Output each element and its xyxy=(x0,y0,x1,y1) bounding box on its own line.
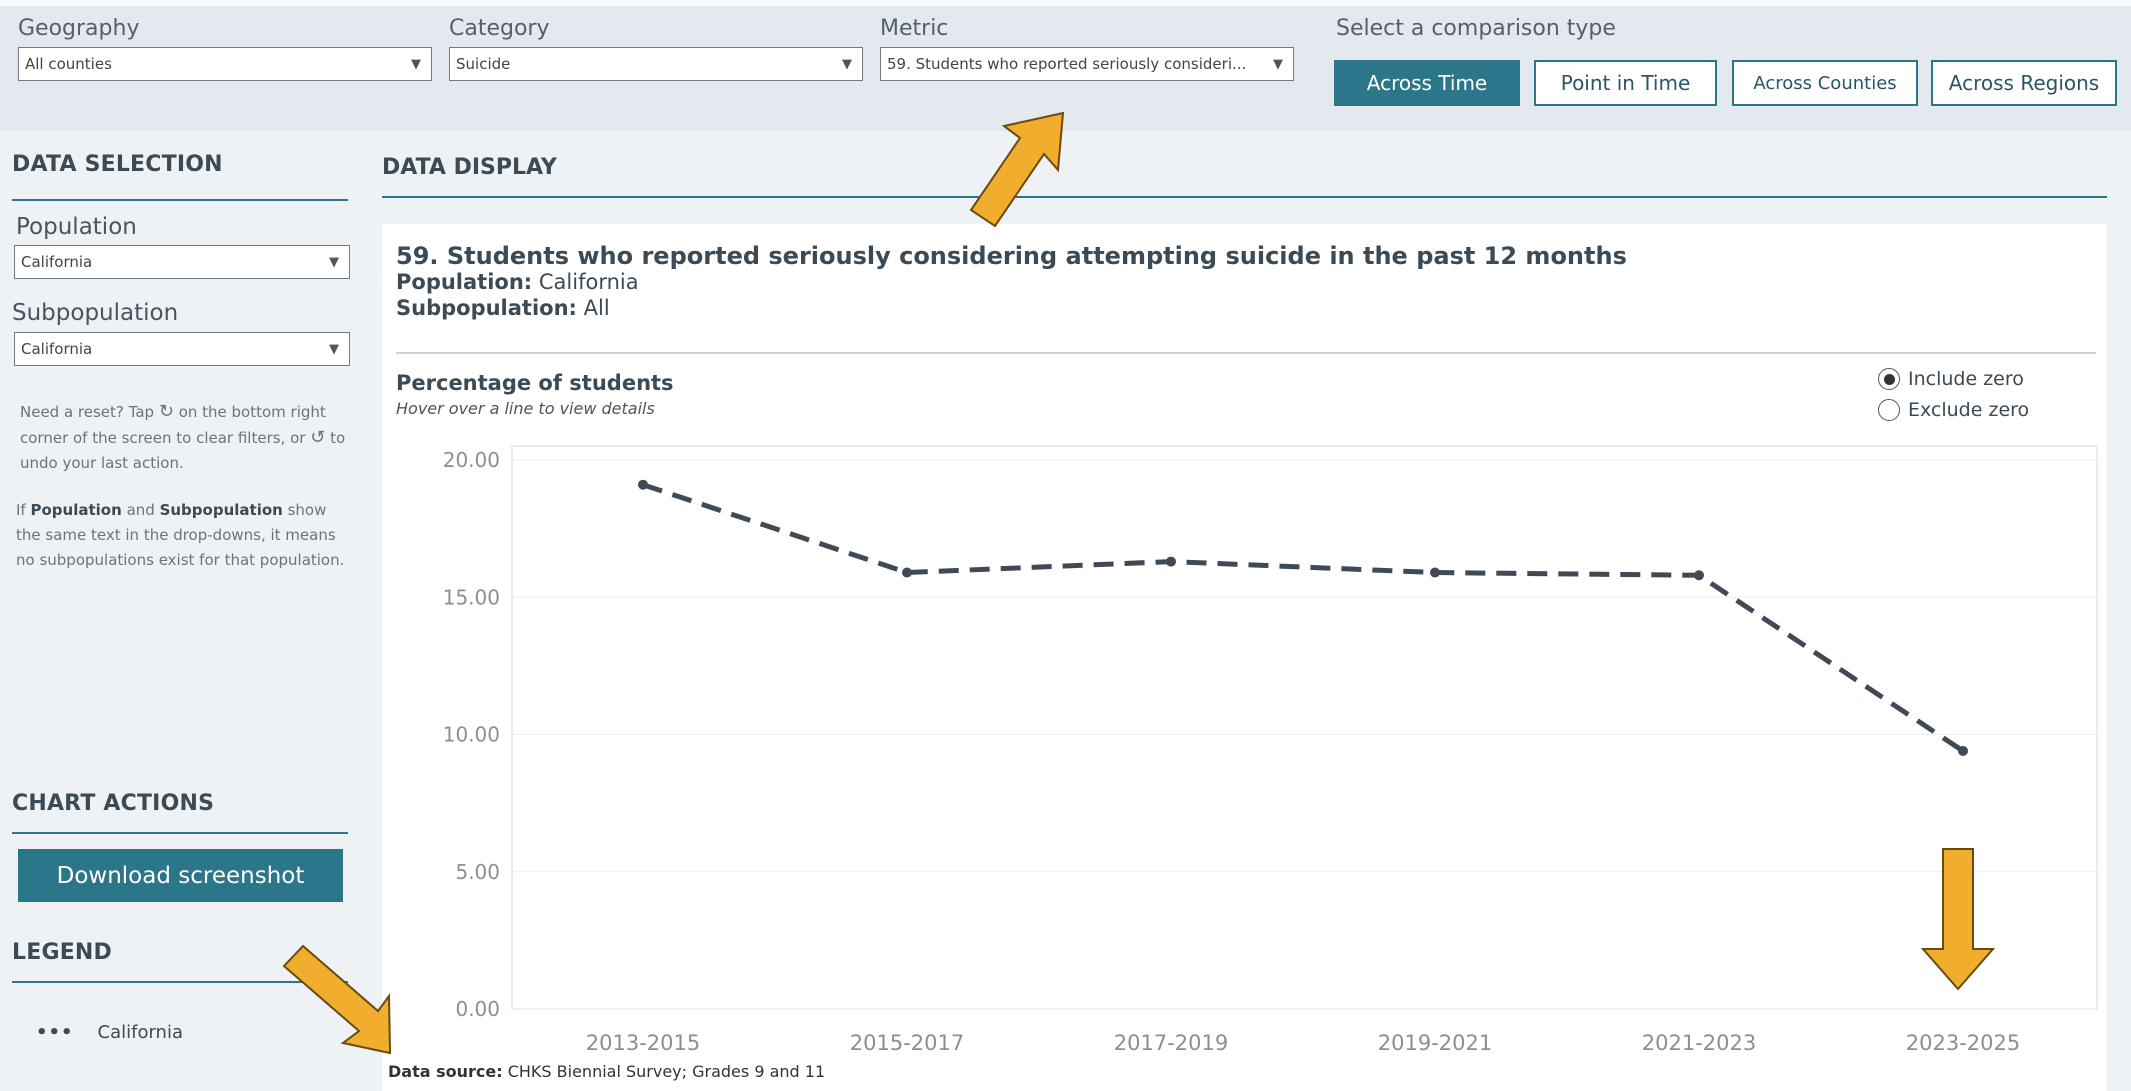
help-text: Need a reset? Tap xyxy=(20,403,155,421)
across-counties-button[interactable]: Across Counties xyxy=(1732,60,1918,106)
download-screenshot-button[interactable]: Download screenshot xyxy=(18,849,343,902)
chevron-down-icon: ▼ xyxy=(1273,56,1283,72)
geography-label: Geography xyxy=(18,16,140,41)
category-label: Category xyxy=(449,16,550,41)
meta-label: Subpopulation: xyxy=(396,296,577,320)
divider xyxy=(382,196,2107,198)
geography-dropdown[interactable]: All counties ▼ xyxy=(18,47,432,81)
help-text: If xyxy=(16,501,26,519)
help-text-bold: Population xyxy=(30,501,122,519)
subpopulation-help-text: If Population and Subpopulation show the… xyxy=(16,498,346,573)
category-value: Suicide xyxy=(456,55,511,73)
chevron-down-icon: ▼ xyxy=(329,341,339,357)
legend-label: California xyxy=(97,1022,183,1043)
help-text: and xyxy=(126,501,155,519)
meta-value: All xyxy=(583,296,610,320)
y-tick-label: 15.00 xyxy=(443,585,500,609)
x-tick-label: 2023-2025 xyxy=(1906,1031,2020,1055)
meta-value: California xyxy=(538,270,639,294)
subpopulation-value: California xyxy=(21,340,93,358)
callout-arrow-icon xyxy=(969,111,1065,228)
y-tick-label: 20.00 xyxy=(443,448,500,472)
data-point xyxy=(1166,556,1176,567)
exclude-zero-label: Exclude zero xyxy=(1908,399,2030,421)
legend-item: ••• California xyxy=(36,1022,183,1043)
data-point xyxy=(1958,745,1968,756)
chart-actions-heading: CHART ACTIONS xyxy=(12,791,215,816)
across-time-button[interactable]: Across Time xyxy=(1334,60,1520,106)
reset-icon: ↻ xyxy=(158,401,174,422)
metric-dropdown[interactable]: 59. Students who reported seriously cons… xyxy=(880,47,1294,81)
exclude-zero-radio[interactable]: Exclude zero xyxy=(1878,399,2029,421)
legend-heading: LEGEND xyxy=(12,940,113,965)
left-panel: DATA SELECTION Population California ▼ S… xyxy=(0,131,360,1091)
divider xyxy=(12,199,348,201)
data-point xyxy=(1694,570,1704,581)
population-meta: Population: California xyxy=(396,270,639,294)
plot-area xyxy=(511,445,2098,1010)
radio-unselected-icon xyxy=(1878,399,1900,421)
help-text: on the bottom right corner of the screen… xyxy=(20,403,326,447)
y-tick-label: 0.00 xyxy=(455,997,500,1021)
data-selection-heading: DATA SELECTION xyxy=(12,152,223,177)
subpopulation-label: Subpopulation xyxy=(12,300,179,326)
help-text-bold: Subpopulation xyxy=(159,501,283,519)
help-text: to undo your last action. xyxy=(20,429,346,472)
source-label: Data source: xyxy=(388,1062,503,1081)
geography-filter: Geography All counties ▼ xyxy=(18,16,432,81)
data-display-heading: DATA DISPLAY xyxy=(382,155,557,180)
radio-selected-icon xyxy=(1878,368,1900,390)
source-value: CHKS Biennial Survey; Grades 9 and 11 xyxy=(507,1062,826,1081)
category-filter: Category Suicide ▼ xyxy=(449,16,863,81)
x-tick-label: 2021-2023 xyxy=(1642,1031,1756,1055)
meta-label: Population: xyxy=(396,270,533,294)
include-zero-radio[interactable]: Include zero xyxy=(1878,368,2024,390)
data-point xyxy=(638,479,648,490)
series-line-california xyxy=(642,482,1965,754)
include-zero-label: Include zero xyxy=(1908,368,2024,390)
across-regions-button[interactable]: Across Regions xyxy=(1931,60,2117,106)
callout-arrow-icon xyxy=(282,944,392,1055)
chevron-down-icon: ▼ xyxy=(329,254,339,270)
data-point xyxy=(902,567,912,578)
population-value: California xyxy=(21,253,93,271)
subpopulation-dropdown[interactable]: California ▼ xyxy=(14,332,350,366)
legend-dashed-swatch-icon: ••• xyxy=(36,1022,74,1043)
help-text: show the same text in the drop-downs, it… xyxy=(16,501,345,569)
geography-value: All counties xyxy=(25,55,112,73)
subpopulation-meta: Subpopulation: All xyxy=(396,296,610,320)
callout-arrow-icon xyxy=(1920,848,1996,991)
metric-title: 59. Students who reported seriously cons… xyxy=(396,242,1627,270)
undo-icon: ↺ xyxy=(310,427,326,448)
data-source: Data source: CHKS Biennial Survey; Grade… xyxy=(388,1062,825,1081)
divider xyxy=(396,352,2096,354)
chart-subtitle: Hover over a line to view details xyxy=(396,399,655,418)
metric-value: 59. Students who reported seriously cons… xyxy=(887,55,1247,73)
x-tick-label: 2013-2015 xyxy=(586,1031,700,1055)
divider xyxy=(12,981,348,983)
chart-title: Percentage of students xyxy=(396,371,674,395)
reset-help-text: Need a reset? Tap ↻ on the bottom right … xyxy=(20,399,350,476)
divider xyxy=(12,832,348,834)
filter-bar: Geography All counties ▼ Category Suicid… xyxy=(0,0,2131,131)
data-point xyxy=(1430,567,1440,578)
population-dropdown[interactable]: California ▼ xyxy=(14,245,350,279)
category-dropdown[interactable]: Suicide ▼ xyxy=(449,47,863,81)
y-tick-label: 10.00 xyxy=(443,723,500,747)
y-tick-label: 5.00 xyxy=(455,860,500,884)
chevron-down-icon: ▼ xyxy=(842,56,852,72)
comparison-type-label: Select a comparison type xyxy=(1336,16,1616,41)
x-tick-label: 2017-2019 xyxy=(1114,1031,1228,1055)
metric-label: Metric xyxy=(880,16,949,41)
population-label: Population xyxy=(16,214,137,240)
point-in-time-button[interactable]: Point in Time xyxy=(1534,60,1717,106)
chevron-down-icon: ▼ xyxy=(411,56,421,72)
x-tick-label: 2019-2021 xyxy=(1378,1031,1492,1055)
x-tick-label: 2015-2017 xyxy=(850,1031,964,1055)
metric-filter: Metric 59. Students who reported serious… xyxy=(880,16,1294,81)
